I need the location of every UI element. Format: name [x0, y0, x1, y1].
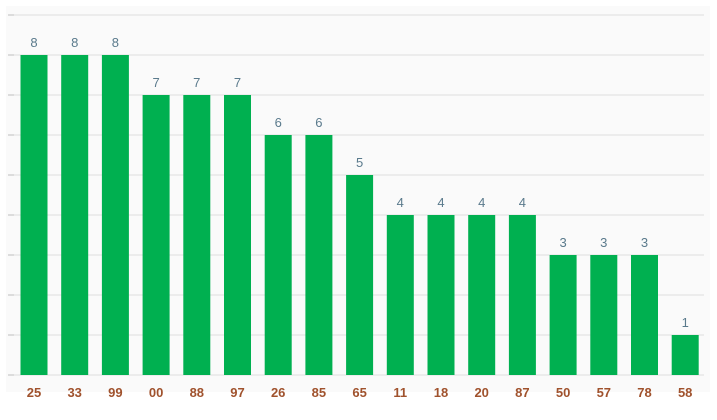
category-label-26: 26 — [271, 385, 285, 400]
bar-99 — [101, 55, 129, 375]
category-label-87: 87 — [515, 385, 529, 400]
value-label-97: 7 — [234, 75, 241, 90]
value-label-85: 6 — [315, 115, 322, 130]
value-label-26: 6 — [275, 115, 282, 130]
category-label-57: 57 — [597, 385, 611, 400]
bar-18 — [427, 215, 455, 375]
bar-58 — [671, 335, 699, 375]
value-label-25: 8 — [30, 35, 37, 50]
value-label-58: 1 — [682, 315, 689, 330]
value-label-18: 4 — [437, 195, 444, 210]
category-label-99: 99 — [108, 385, 122, 400]
bar-50 — [549, 255, 577, 375]
category-label-97: 97 — [230, 385, 244, 400]
bar-57 — [590, 255, 618, 375]
category-label-50: 50 — [556, 385, 570, 400]
category-label-00: 00 — [149, 385, 163, 400]
category-labels: 25 33 99 00 88 97 26 85 65 11 18 20 87 50 57 78 58 — [27, 385, 693, 400]
bars — [20, 55, 699, 375]
value-label-87: 4 — [519, 195, 526, 210]
bar-88 — [183, 95, 211, 375]
value-label-65: 5 — [356, 155, 363, 170]
bar-97 — [224, 95, 251, 375]
bar-26 — [264, 135, 292, 375]
value-label-33: 8 — [71, 35, 78, 50]
value-label-88: 7 — [193, 75, 200, 90]
category-label-18: 18 — [434, 385, 448, 400]
category-label-85: 85 — [312, 385, 326, 400]
bar-85 — [305, 135, 333, 375]
value-label-99: 8 — [112, 35, 119, 50]
category-label-65: 65 — [352, 385, 366, 400]
value-label-78: 3 — [641, 235, 648, 250]
value-label-00: 7 — [152, 75, 159, 90]
category-label-58: 58 — [678, 385, 692, 400]
category-label-88: 88 — [190, 385, 204, 400]
bar-33 — [61, 55, 89, 375]
bar-78 — [631, 255, 658, 375]
category-label-25: 25 — [27, 385, 41, 400]
category-label-78: 78 — [637, 385, 651, 400]
bar-11 — [386, 215, 414, 375]
value-label-57: 3 — [600, 235, 607, 250]
category-label-11: 11 — [393, 385, 407, 400]
value-label-20: 4 — [478, 195, 485, 210]
value-label-11: 4 — [397, 195, 404, 210]
bar-25 — [20, 55, 48, 375]
bar-65 — [346, 175, 374, 375]
value-labels: 8 8 8 7 7 7 6 6 5 4 4 4 4 3 3 3 1 — [30, 35, 688, 330]
category-label-33: 33 — [67, 385, 81, 400]
bar-00 — [142, 95, 170, 375]
bar-20 — [468, 215, 496, 375]
bar-87 — [508, 215, 536, 375]
value-label-50: 3 — [559, 235, 566, 250]
category-label-20: 20 — [474, 385, 488, 400]
